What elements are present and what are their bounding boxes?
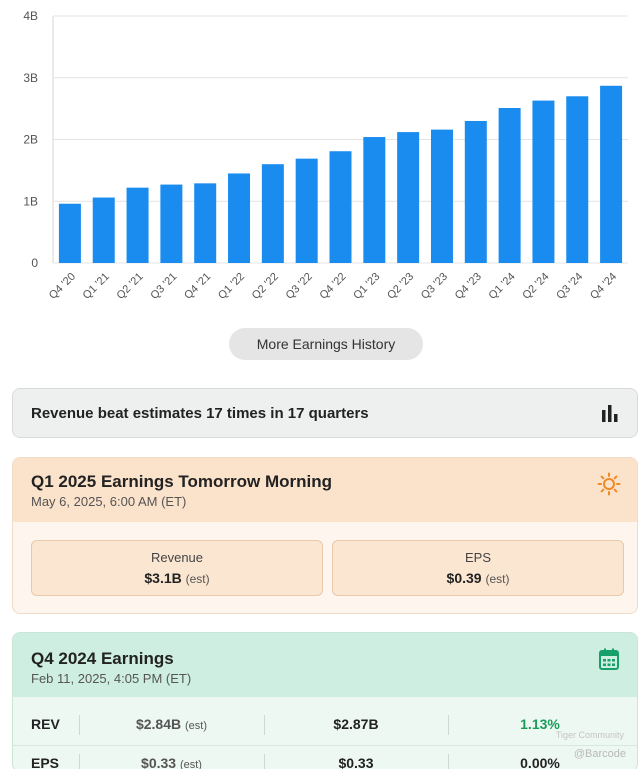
upcoming-earnings-card: Q1 2025 Earnings Tomorrow Morning May 6,… bbox=[12, 457, 638, 614]
revenue-bar[interactable] bbox=[566, 96, 589, 264]
x-tick-label: Q2 '24 bbox=[520, 271, 551, 302]
y-tick-label: 3B bbox=[23, 71, 38, 85]
q4-2024-earnings-card: Q4 2024 Earnings Feb 11, 2025, 4:05 PM (… bbox=[12, 632, 638, 769]
eps-estimate-box: EPS $0.39 (est) bbox=[332, 540, 624, 596]
y-tick-label: 2B bbox=[23, 133, 38, 147]
calendar-icon[interactable] bbox=[599, 648, 619, 675]
x-tick-label: Q3 '21 bbox=[148, 271, 179, 302]
q4-earnings-date: Feb 11, 2025, 4:05 PM (ET) bbox=[31, 671, 192, 686]
x-tick-label: Q1 '24 bbox=[487, 271, 518, 302]
revenue-bar[interactable] bbox=[295, 158, 318, 263]
revenue-bar[interactable] bbox=[126, 187, 149, 263]
x-tick-label: Q3 '24 bbox=[554, 271, 585, 302]
revenue-bar[interactable] bbox=[600, 85, 623, 263]
x-tick-label: Q2 '23 bbox=[385, 271, 416, 302]
upcoming-earnings-title: Q1 2025 Earnings Tomorrow Morning bbox=[31, 472, 333, 491]
eps-surprise: 0.00% bbox=[520, 755, 560, 769]
x-tick-label: Q1 '21 bbox=[81, 271, 112, 302]
y-tick-label: 4B bbox=[23, 9, 38, 23]
revenue-bar[interactable] bbox=[58, 203, 81, 263]
rev-label: REV bbox=[31, 716, 60, 732]
revenue-beat-card[interactable]: Revenue beat estimates 17 times in 17 qu… bbox=[12, 388, 638, 438]
eps-label: EPS bbox=[31, 755, 60, 769]
x-tick-label: Q3 '23 bbox=[419, 271, 450, 302]
x-tick-label: Q4 '22 bbox=[317, 271, 348, 302]
rev-surprise: 1.13% bbox=[520, 716, 560, 732]
revenue-bar[interactable] bbox=[92, 197, 115, 263]
eps-estimate: $0.33 (est) bbox=[141, 755, 202, 769]
y-tick-label: 0 bbox=[31, 256, 38, 270]
revenue-beat-text: Revenue beat estimates 17 times in 17 qu… bbox=[31, 404, 369, 422]
revenue-estimate-label: Revenue bbox=[150, 550, 204, 565]
eps-estimate-label: EPS bbox=[464, 550, 491, 565]
revenue-chart: 0 1B 2B 3B 4B Q4 '20 Q1 '21 Q2 '21 Q3 '21 Q4 '21 Q… bbox=[0, 0, 638, 320]
rev-estimate: $2.84B (est) bbox=[135, 716, 208, 732]
revenue-bar[interactable] bbox=[329, 151, 352, 263]
x-tick-label: Q3 '22 bbox=[284, 271, 315, 302]
bar-chart-icon[interactable] bbox=[601, 404, 619, 427]
watermark-subtext: Tiger Community bbox=[555, 730, 624, 740]
revenue-bar[interactable] bbox=[160, 184, 183, 263]
revenue-bar[interactable] bbox=[498, 108, 521, 263]
revenue-bar[interactable] bbox=[261, 164, 284, 263]
upcoming-earnings-header: Q1 2025 Earnings Tomorrow Morning May 6,… bbox=[13, 458, 637, 522]
revenue-bar[interactable] bbox=[228, 173, 251, 263]
more-earnings-history-button[interactable]: More Earnings History bbox=[229, 328, 423, 360]
x-tick-label: Q4 '21 bbox=[182, 271, 213, 302]
revenue-bar[interactable] bbox=[532, 100, 555, 263]
revenue-estimate-value: $3.1B (est) bbox=[144, 570, 210, 586]
y-tick-label: 1B bbox=[23, 194, 38, 208]
eps-actual: $0.33 bbox=[338, 755, 374, 769]
eps-estimate-value: $0.39 (est) bbox=[446, 570, 510, 586]
x-tick-label: Q1 '23 bbox=[351, 271, 382, 302]
revenue-bar[interactable] bbox=[194, 183, 217, 263]
rev-actual: $2.87B bbox=[333, 716, 379, 732]
x-tick-label: Q1 '22 bbox=[216, 271, 247, 302]
q4-earnings-title: Q4 2024 Earnings bbox=[31, 649, 174, 668]
x-tick-label: Q4 '20 bbox=[47, 271, 78, 302]
x-tick-label: Q4 '24 bbox=[588, 271, 619, 302]
x-tick-label: Q2 '22 bbox=[250, 271, 281, 302]
revenue-bar[interactable] bbox=[430, 129, 453, 263]
watermark: @Barcode bbox=[573, 748, 626, 760]
x-tick-label: Q4 '23 bbox=[453, 271, 484, 302]
revenue-bar[interactable] bbox=[397, 132, 420, 263]
revenue-bar[interactable] bbox=[464, 120, 487, 263]
revenue-bar[interactable] bbox=[363, 137, 386, 263]
eps-result-row: EPS $0.33 (est) $0.33 0.00% bbox=[13, 745, 637, 769]
rev-result-row: REV $2.84B (est) $2.87B 1.13% bbox=[13, 707, 637, 743]
sun-icon bbox=[597, 472, 621, 501]
revenue-estimate-box: Revenue $3.1B (est) bbox=[31, 540, 323, 596]
q4-earnings-header: Q4 2024 Earnings Feb 11, 2025, 4:05 PM (… bbox=[13, 633, 637, 697]
upcoming-earnings-date: May 6, 2025, 6:00 AM (ET) bbox=[31, 494, 187, 509]
x-tick-label: Q2 '21 bbox=[115, 271, 146, 302]
